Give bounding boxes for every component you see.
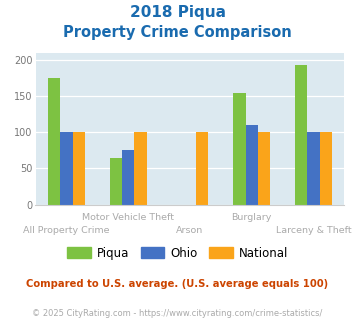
Bar <box>246 125 258 205</box>
Bar <box>110 158 122 205</box>
Bar <box>196 132 208 205</box>
Bar <box>72 132 85 205</box>
Bar <box>307 132 320 205</box>
Text: Motor Vehicle Theft: Motor Vehicle Theft <box>82 213 174 222</box>
Bar <box>258 132 270 205</box>
Bar <box>233 92 246 205</box>
Bar <box>320 132 332 205</box>
Text: Property Crime Comparison: Property Crime Comparison <box>63 25 292 40</box>
Bar <box>48 78 60 205</box>
Text: All Property Crime: All Property Crime <box>23 226 110 235</box>
Text: Arson: Arson <box>176 226 203 235</box>
Text: Compared to U.S. average. (U.S. average equals 100): Compared to U.S. average. (U.S. average … <box>26 279 329 289</box>
Bar <box>134 132 147 205</box>
Text: © 2025 CityRating.com - https://www.cityrating.com/crime-statistics/: © 2025 CityRating.com - https://www.city… <box>32 309 323 317</box>
Text: Burglary: Burglary <box>231 213 272 222</box>
Text: Larceny & Theft: Larceny & Theft <box>275 226 351 235</box>
Bar <box>122 150 134 205</box>
Text: 2018 Piqua: 2018 Piqua <box>130 5 225 20</box>
Bar <box>60 132 72 205</box>
Legend: Piqua, Ohio, National: Piqua, Ohio, National <box>62 242 293 264</box>
Bar <box>295 65 307 205</box>
